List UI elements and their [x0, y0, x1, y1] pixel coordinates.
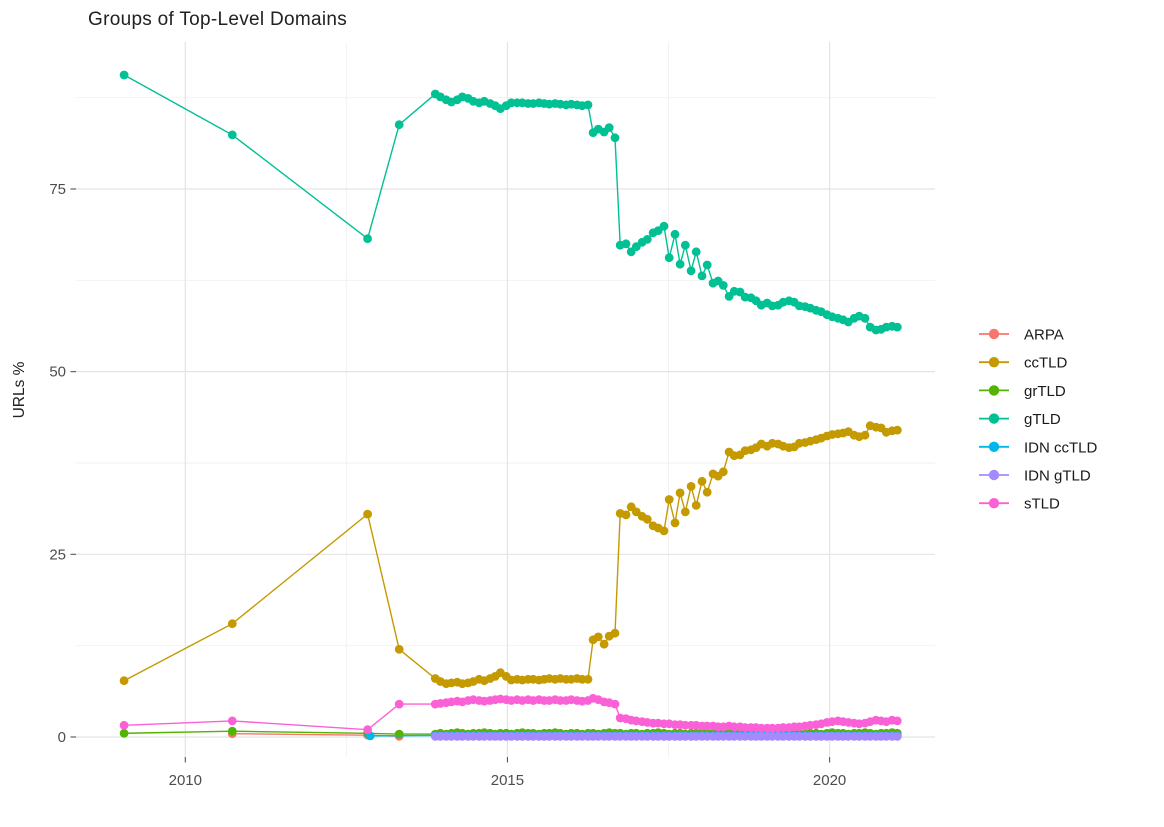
- series-grtld-point: [394, 729, 404, 739]
- series-gtld-point: [583, 100, 593, 110]
- series-gtld-point: [363, 234, 372, 244]
- legend-item-idn-gtld: IDN gTLD: [979, 468, 1091, 485]
- series-cctld-point: [686, 482, 696, 491]
- series-cctld-point: [670, 518, 680, 528]
- y-tick-label: 25: [49, 546, 66, 563]
- legend-item-gtld: gTLD: [979, 411, 1061, 428]
- series-stld-point: [394, 699, 404, 709]
- series-cctld-point: [642, 514, 652, 524]
- series-gtld-point: [680, 240, 690, 250]
- legend-item-grtld: grTLD: [979, 383, 1066, 400]
- legend-label: gTLD: [1024, 411, 1061, 428]
- legend-key-dot: [988, 498, 1000, 509]
- y-tick-label: 50: [49, 364, 66, 381]
- series-gtld-point: [860, 313, 870, 323]
- legend-item-stld: sTLD: [979, 496, 1060, 513]
- series-cctld-point: [394, 644, 404, 654]
- series-gtld-point: [691, 247, 701, 257]
- series-gtld-point: [659, 221, 669, 231]
- series-gtld-point: [670, 229, 680, 239]
- series-cctld-point: [675, 488, 685, 498]
- legend-key-dot: [988, 413, 1000, 424]
- y-tick-label: 0: [58, 729, 66, 746]
- series-cctld-point: [599, 639, 609, 649]
- data-series: [119, 70, 902, 741]
- series-cctld-point: [702, 487, 712, 497]
- y-tick-label: 75: [49, 181, 66, 198]
- series-cctld-point: [718, 467, 728, 477]
- series-gtld: [119, 70, 902, 335]
- legend-key-dot: [988, 441, 1000, 452]
- legend-key-dot: [988, 385, 1000, 396]
- legend-key-dot: [988, 328, 1000, 340]
- series-cctld-point: [860, 430, 870, 440]
- series-cctld-point: [593, 632, 603, 642]
- series-gtld-point: [604, 123, 614, 132]
- series-gtld-point: [610, 133, 620, 143]
- legend-label: grTLD: [1024, 383, 1066, 400]
- x-tick-label: 2015: [491, 772, 524, 789]
- series-gtld-point: [642, 235, 652, 244]
- series-cctld: [119, 421, 902, 689]
- legend-label: sTLD: [1024, 496, 1060, 513]
- series-cctld-point: [227, 619, 237, 629]
- legend-label: ccTLD: [1024, 355, 1068, 372]
- series-gtld-point: [892, 322, 902, 332]
- series-cctld-point: [363, 509, 372, 519]
- series-gtld-point: [686, 266, 696, 276]
- legend-label: ARPA: [1024, 327, 1064, 344]
- legend-key-dot: [988, 469, 1000, 481]
- series-cctld-point: [621, 510, 631, 520]
- axis-ticks: [70, 188, 831, 763]
- series-idn-gtld: [430, 732, 902, 741]
- series-stld-point: [610, 699, 620, 709]
- series-gtld-point: [394, 120, 404, 130]
- series-stld-point: [119, 720, 129, 730]
- x-tick-label: 2020: [813, 772, 846, 789]
- series-cctld-point: [610, 628, 620, 638]
- legend-item-idn-cctld: IDN ccTLD: [979, 439, 1098, 456]
- series-cctld-point: [680, 507, 690, 517]
- gridlines: [76, 42, 935, 757]
- series-cctld-point: [119, 676, 129, 686]
- series-gtld-point: [664, 253, 674, 263]
- series-stld-point: [227, 716, 237, 726]
- series-cctld-point: [583, 674, 593, 684]
- legend-label: IDN ccTLD: [1024, 439, 1098, 456]
- series-cctld-point: [697, 476, 707, 486]
- legend-item-arpa: ARPA: [979, 327, 1064, 344]
- series-cctld-point: [892, 425, 902, 435]
- series-gtld-point: [119, 70, 129, 80]
- chart-title: Groups of Top-Level Domains: [88, 9, 347, 30]
- series-stld-point: [363, 725, 372, 735]
- series-gtld-point: [702, 260, 712, 270]
- series-gtld-point: [227, 130, 237, 140]
- series-idn-gtld-point: [892, 732, 902, 741]
- y-axis-title: URLs %: [11, 361, 28, 418]
- series-cctld-point: [691, 501, 701, 510]
- series-cctld-point: [664, 495, 674, 504]
- x-tick-label: 2010: [169, 772, 202, 789]
- legend-item-cctld: ccTLD: [979, 355, 1068, 372]
- series-grtld-point: [119, 728, 129, 738]
- legend-key-dot: [988, 357, 1000, 368]
- series-grtld-point: [227, 726, 237, 736]
- series-gtld-point: [718, 281, 728, 290]
- series-gtld-point: [621, 239, 631, 249]
- series-gtld-point: [697, 271, 707, 281]
- series-gtld-point: [675, 259, 685, 269]
- series-stld-point: [892, 716, 902, 726]
- chart-legend: ARPA ccTLD grTLD gTLD IDN ccTLD IDN gTLD sTLD: [979, 327, 1098, 513]
- series-cctld-point: [659, 526, 669, 536]
- series-stld: [119, 693, 902, 735]
- legend-label: IDN gTLD: [1024, 468, 1091, 485]
- axis-tick-labels: 2010 2015 2020 0 25 50 75: [49, 181, 846, 789]
